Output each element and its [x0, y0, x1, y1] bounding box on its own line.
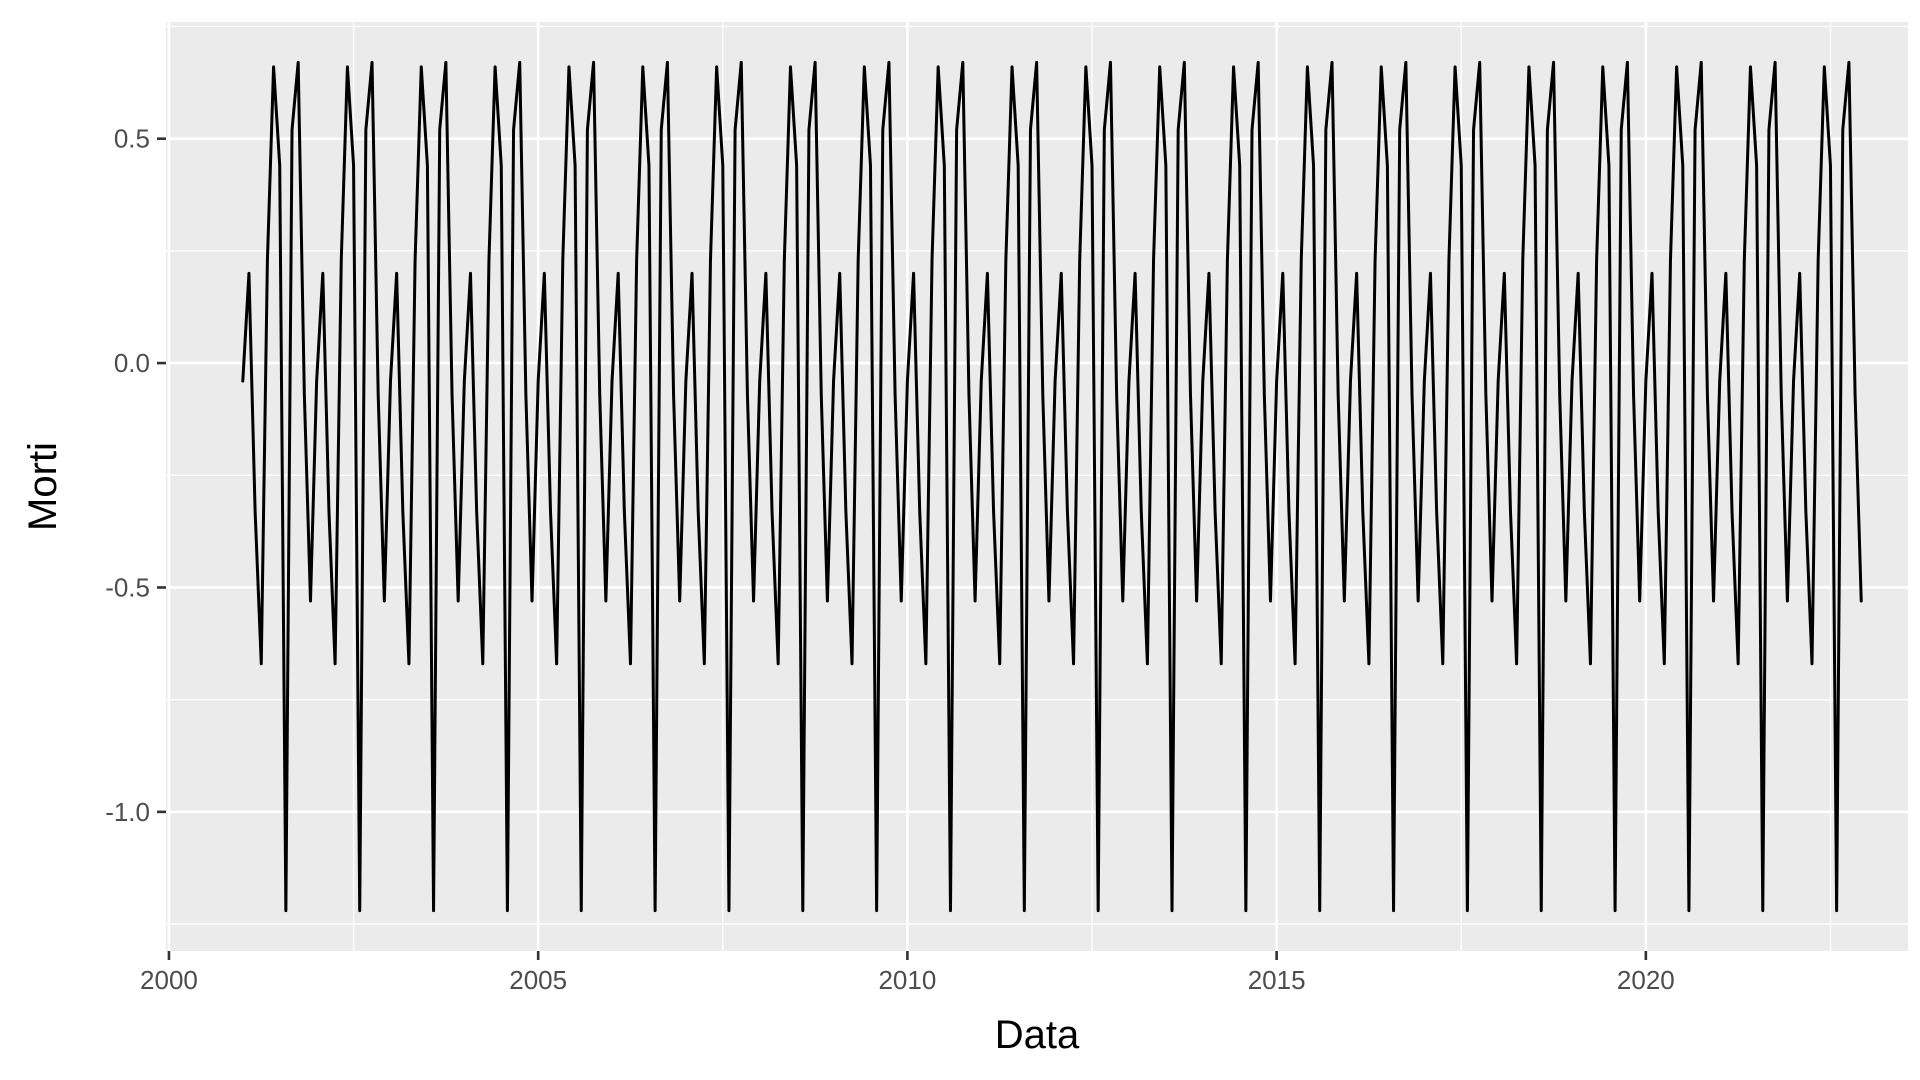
x-axis: 2000 2005 2010 2015 2020 [140, 951, 1675, 995]
series-line-morti [241, 60, 1863, 913]
y-axis: -1.0 -0.5 0.0 0.5 [105, 124, 166, 827]
y-tick-label: 0.0 [114, 348, 150, 378]
x-tick-label: 2005 [509, 965, 567, 995]
x-axis-title: Data [995, 1013, 1080, 1057]
y-axis-title: Morti [21, 442, 65, 531]
y-tick-label: -1.0 [105, 797, 150, 827]
y-tick-label: 0.5 [114, 124, 150, 154]
x-tick-label: 2020 [1617, 965, 1675, 995]
x-tick-label: 2000 [140, 965, 198, 995]
y-tick-label: -0.5 [105, 572, 150, 602]
x-tick-label: 2015 [1248, 965, 1306, 995]
x-tick-label: 2010 [878, 965, 936, 995]
major-x-gridlines [167, 22, 1648, 951]
